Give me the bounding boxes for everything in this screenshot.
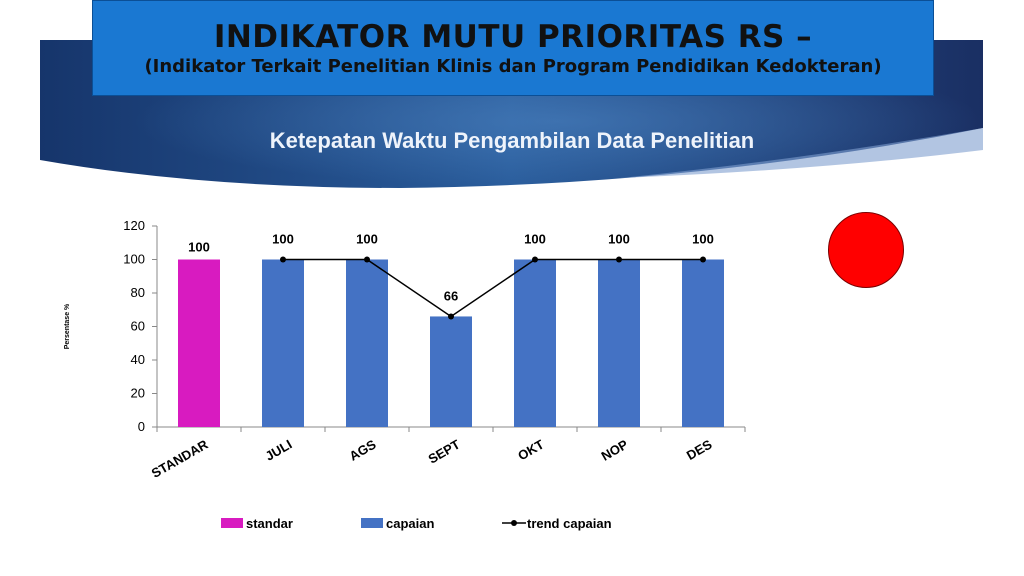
x-tick-label-sept: SEPT <box>426 437 463 467</box>
bar-capaian-nop <box>598 259 640 427</box>
trend-point <box>364 256 370 263</box>
legend-label-standar: standar <box>246 516 293 531</box>
y-tick-label: 60 <box>131 319 145 334</box>
data-label: 100 <box>692 232 714 247</box>
data-label: 100 <box>524 232 546 247</box>
x-tick-label-des: DES <box>684 436 715 463</box>
data-label: 100 <box>608 232 630 247</box>
trend-line <box>283 258 703 318</box>
data-label: 66 <box>444 288 458 303</box>
status-indicator-dot <box>828 212 904 288</box>
x-tick-label-ags: AGS <box>347 436 379 463</box>
trend-point <box>448 313 454 320</box>
x-tick-label-okt: OKT <box>515 437 546 464</box>
legend-label-capaian: capaian <box>386 516 434 531</box>
trend-point <box>280 256 286 263</box>
legend-label-trend-capaian: trend capaian <box>527 516 612 531</box>
x-tick-label-nop: NOP <box>599 436 631 463</box>
y-tick-label: 0 <box>138 419 145 434</box>
trend-point <box>616 256 622 263</box>
bar-capaian-ags <box>346 259 388 427</box>
data-label: 100 <box>188 240 210 255</box>
y-tick-label: 100 <box>123 252 145 267</box>
page-subtitle: (Indikator Terkait Penelitian Klinis dan… <box>144 56 882 77</box>
y-tick-label: 40 <box>131 352 145 367</box>
data-label: 100 <box>356 232 378 247</box>
bar-standar-standar <box>178 259 220 427</box>
bar-capaian-juli <box>262 259 304 427</box>
data-label: 100 <box>272 232 294 247</box>
legend-marker <box>511 520 517 526</box>
x-tick-label-standar: STANDAR <box>149 436 211 481</box>
bar-capaian-des <box>682 259 724 427</box>
y-axis-label: Persentase % <box>64 303 71 349</box>
title-box: INDIKATOR MUTU PRIORITAS RS – (Indikator… <box>92 0 934 96</box>
slide-heading: Ketepatan Waktu Pengambilan Data Penelit… <box>269 128 755 153</box>
y-tick-label: 120 <box>123 218 145 233</box>
page-title: INDIKATOR MUTU PRIORITAS RS – <box>213 19 813 55</box>
legend-swatch-capaian <box>361 518 383 528</box>
bar-capaian-sept <box>430 316 472 427</box>
trend-point <box>532 256 538 263</box>
trend-point <box>700 256 706 263</box>
legend-swatch-standar <box>221 518 243 528</box>
x-tick-label-juli: JULI <box>263 437 295 464</box>
bar-capaian-okt <box>514 259 556 427</box>
y-tick-label: 20 <box>131 386 145 401</box>
y-tick-label: 80 <box>131 285 145 300</box>
